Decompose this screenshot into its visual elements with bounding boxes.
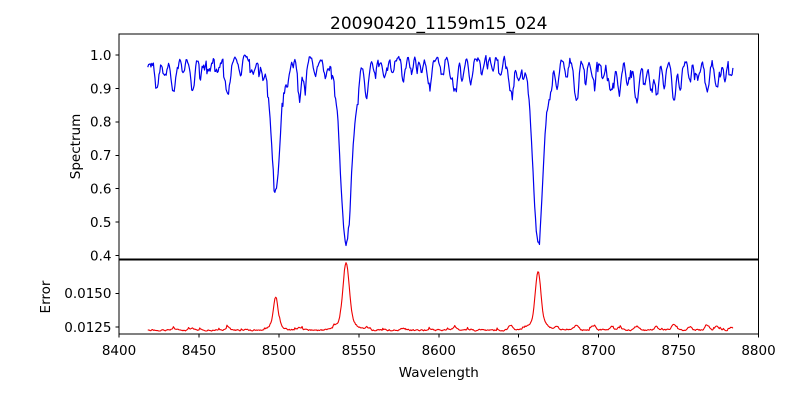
spectrum-line — [147, 54, 734, 247]
spectrum-y-tick-label: 0.8 — [90, 115, 111, 131]
axes-layer: 8400 8450 8500 8550 8600 8650 8700 8750 8800 0.4 0… — [64, 33, 776, 359]
spectrum-y-tick-label: 0.4 — [90, 248, 111, 264]
spectrum-y-tick-label: 0.5 — [90, 215, 111, 231]
x-tick-label: 8550 — [342, 343, 376, 359]
data-layer — [147, 54, 734, 332]
spectrum-y-tick-label: 0.9 — [90, 81, 111, 97]
spectrum-y-tick-label: 0.7 — [90, 148, 111, 164]
error-line — [147, 262, 734, 332]
spectrum-y-tick-label: 0.6 — [90, 181, 111, 197]
bottom-panel-frame — [118, 259, 759, 335]
x-axis-label: Wavelength — [399, 365, 479, 381]
spectrum-y-tick-label: 1.0 — [90, 48, 111, 64]
x-tick-label: 8450 — [182, 343, 216, 359]
x-tick-label: 8750 — [661, 343, 695, 359]
axes-frame-group — [115, 33, 759, 338]
x-tick-label: 8700 — [581, 343, 615, 359]
x-tick-label: 8500 — [262, 343, 296, 359]
spectrum-y-axis-label: Spectrum — [68, 114, 84, 179]
error-y-tick-label: 0.0150 — [64, 286, 111, 302]
x-tick-label: 8600 — [422, 343, 456, 359]
x-tick-label: 8400 — [102, 343, 136, 359]
chart-title: 20090420_1159m15_024 — [330, 14, 547, 34]
x-tick-label: 8800 — [741, 343, 775, 359]
x-tick-label: 8650 — [502, 343, 536, 359]
error-y-axis-label: Error — [38, 280, 54, 313]
error-y-tick-label: 0.0125 — [64, 320, 111, 336]
